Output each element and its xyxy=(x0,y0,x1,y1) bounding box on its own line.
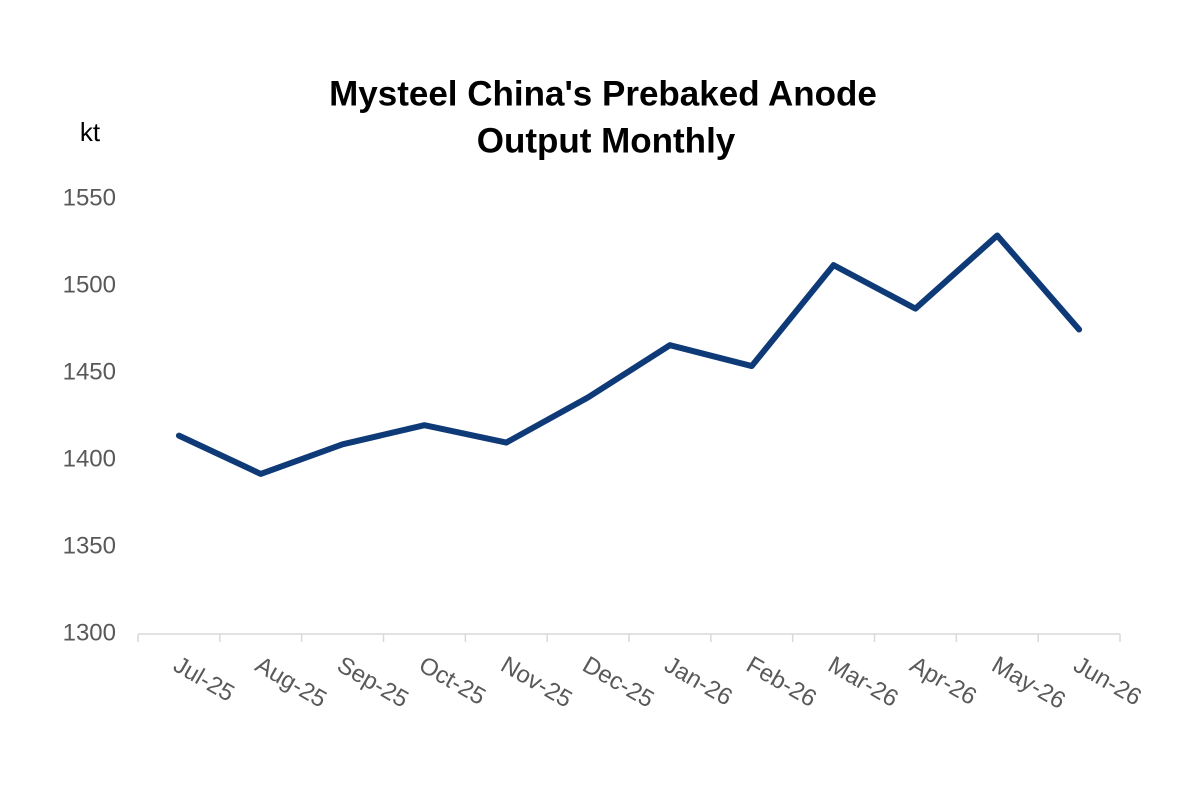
x-tick-label: Nov-25 xyxy=(496,651,577,713)
x-tick-label: Mar-26 xyxy=(823,651,902,712)
x-tick-label: Oct-25 xyxy=(414,651,490,710)
x-tick-label: Jun-26 xyxy=(1069,651,1146,711)
x-tick-label: Jan-26 xyxy=(660,651,737,711)
y-tick-label: 1350 xyxy=(63,532,116,559)
x-tick-label: Jul-25 xyxy=(169,651,239,707)
line-series xyxy=(175,232,1083,477)
y-tick-label: 1550 xyxy=(63,184,116,211)
x-tick-label: Sep-25 xyxy=(332,651,413,713)
x-tick-label: May-26 xyxy=(987,651,1070,714)
chart-title: Output Monthly xyxy=(477,121,736,160)
x-tick-label: Apr-26 xyxy=(905,651,981,710)
y-tick-label: 1300 xyxy=(63,619,116,646)
y-tick-label: 1450 xyxy=(63,358,116,385)
y-axis-label: kt xyxy=(80,117,101,147)
chart-title: Mysteel China's Prebaked Anode xyxy=(329,74,877,113)
y-tick-label: 1400 xyxy=(63,445,116,472)
x-tick-label: Aug-25 xyxy=(251,651,332,713)
x-tick-label: Feb-26 xyxy=(742,651,821,712)
y-tick-label: 1500 xyxy=(63,271,116,298)
x-tick-label: Dec-25 xyxy=(578,651,659,713)
